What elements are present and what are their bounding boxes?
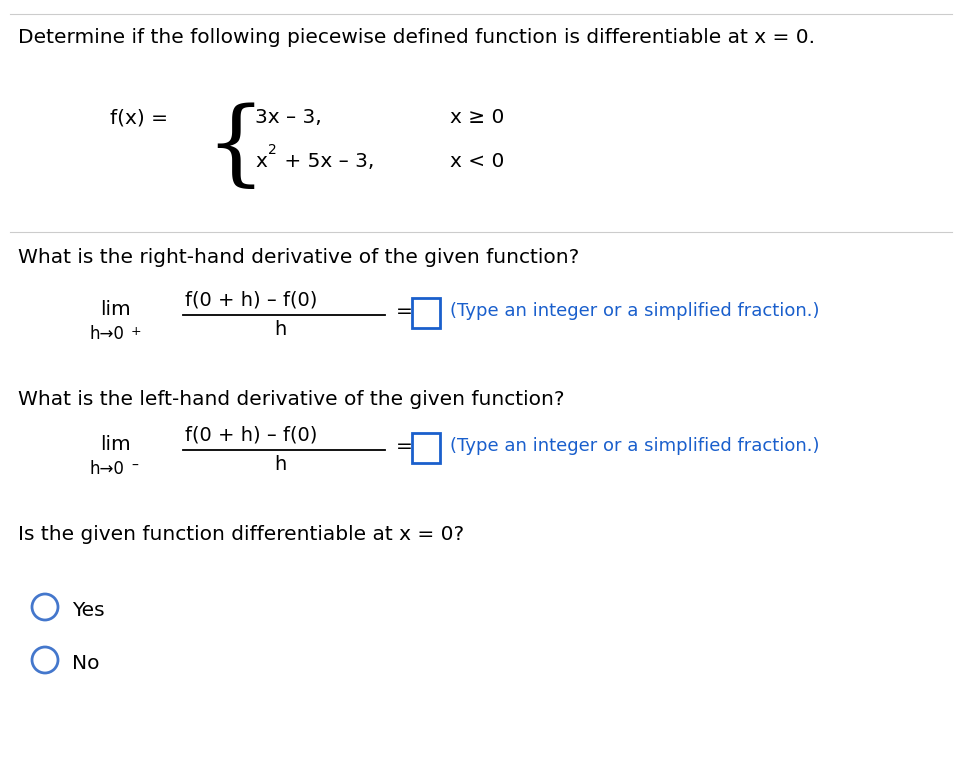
Text: h→0: h→0 bbox=[90, 460, 125, 478]
Text: {: { bbox=[205, 103, 265, 193]
Text: f(0 + h) – f(0): f(0 + h) – f(0) bbox=[185, 290, 317, 309]
Text: –: – bbox=[131, 459, 137, 473]
Text: f(x) =: f(x) = bbox=[110, 108, 168, 127]
Text: (Type an integer or a simplified fraction.): (Type an integer or a simplified fractio… bbox=[450, 302, 819, 320]
Text: What is the right-hand derivative of the given function?: What is the right-hand derivative of the… bbox=[18, 248, 579, 267]
FancyBboxPatch shape bbox=[411, 433, 439, 463]
Text: x: x bbox=[255, 152, 266, 171]
Text: Is the given function differentiable at x = 0?: Is the given function differentiable at … bbox=[18, 525, 463, 544]
Text: 3x – 3,: 3x – 3, bbox=[255, 108, 321, 127]
Text: lim: lim bbox=[100, 300, 131, 319]
Text: =: = bbox=[396, 302, 412, 321]
Text: (Type an integer or a simplified fraction.): (Type an integer or a simplified fractio… bbox=[450, 437, 819, 455]
Text: +: + bbox=[131, 325, 141, 338]
Text: x < 0: x < 0 bbox=[450, 152, 504, 171]
Text: No: No bbox=[72, 654, 99, 673]
Circle shape bbox=[32, 594, 58, 620]
Text: lim: lim bbox=[100, 435, 131, 454]
Text: What is the left-hand derivative of the given function?: What is the left-hand derivative of the … bbox=[18, 390, 564, 409]
Text: Determine if the following piecewise defined function is differentiable at x = 0: Determine if the following piecewise def… bbox=[18, 28, 814, 47]
Text: f(0 + h) – f(0): f(0 + h) – f(0) bbox=[185, 425, 317, 444]
Text: x ≥ 0: x ≥ 0 bbox=[450, 108, 504, 127]
Text: + 5x – 3,: + 5x – 3, bbox=[278, 152, 374, 171]
Text: h→0: h→0 bbox=[90, 325, 125, 343]
Text: h: h bbox=[274, 320, 286, 339]
Text: 2: 2 bbox=[268, 143, 277, 157]
Text: Yes: Yes bbox=[72, 601, 105, 620]
Text: =: = bbox=[396, 437, 412, 456]
Circle shape bbox=[32, 647, 58, 673]
Text: h: h bbox=[274, 455, 286, 474]
FancyBboxPatch shape bbox=[411, 298, 439, 328]
